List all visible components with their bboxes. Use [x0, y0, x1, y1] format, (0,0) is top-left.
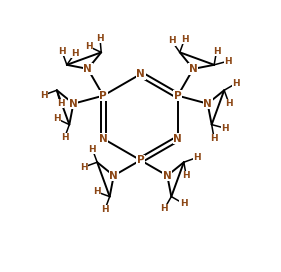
Text: H: H — [80, 162, 88, 172]
Text: N: N — [99, 134, 108, 144]
Text: H: H — [181, 35, 188, 44]
Text: H: H — [224, 57, 232, 66]
Text: H: H — [193, 153, 201, 162]
Text: H: H — [57, 99, 64, 108]
Text: N: N — [189, 64, 198, 74]
Text: N: N — [83, 64, 92, 74]
Text: N: N — [163, 171, 172, 181]
Text: H: H — [85, 42, 92, 51]
Text: H: H — [225, 99, 233, 108]
Text: H: H — [213, 47, 220, 55]
Text: H: H — [71, 49, 79, 58]
Text: H: H — [232, 79, 240, 88]
Text: N: N — [203, 99, 212, 109]
Text: H: H — [180, 199, 187, 208]
Text: H: H — [89, 145, 96, 154]
Text: H: H — [210, 134, 218, 143]
Text: P: P — [137, 155, 144, 165]
Text: H: H — [168, 36, 176, 45]
Text: H: H — [182, 172, 190, 181]
Text: N: N — [109, 171, 118, 181]
Text: H: H — [160, 204, 168, 213]
Text: H: H — [53, 114, 60, 123]
Text: H: H — [221, 124, 229, 133]
Text: H: H — [61, 133, 68, 142]
Text: H: H — [93, 187, 100, 196]
Text: N: N — [173, 134, 182, 144]
Text: H: H — [58, 47, 66, 56]
Text: N: N — [69, 99, 78, 109]
Text: P: P — [174, 91, 182, 101]
Text: H: H — [40, 91, 47, 100]
Text: P: P — [99, 91, 107, 101]
Text: H: H — [96, 34, 104, 43]
Text: H: H — [101, 205, 109, 214]
Text: N: N — [136, 69, 145, 79]
